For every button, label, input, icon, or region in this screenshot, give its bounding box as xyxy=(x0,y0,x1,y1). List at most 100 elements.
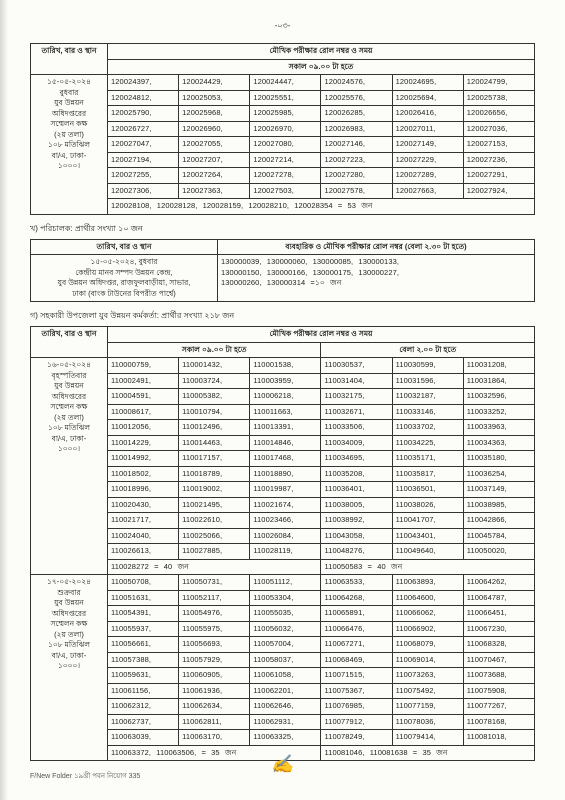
roll-cell: 110065891, xyxy=(321,606,392,622)
roll-cell: 120024812, xyxy=(108,90,179,106)
roll-cell: 110035817, xyxy=(392,466,463,482)
roll-cell: 120027663, xyxy=(392,183,463,199)
roll-cell: 110035208, xyxy=(321,466,392,482)
roll-cell: 110049640, xyxy=(392,544,463,560)
roll-cell: 110079414, xyxy=(392,730,463,746)
roll-cell: 110069014, xyxy=(392,652,463,668)
footer-text: F/New Folder ১৯খ্রী পবন নিয়োগ 335 xyxy=(30,770,140,782)
roll-cell: 110034009, xyxy=(321,435,392,451)
roll-cell: 120027055, xyxy=(179,137,250,153)
roll-cell: 120026656, xyxy=(463,106,534,122)
roll-cell: 110008617, xyxy=(108,404,179,420)
roll-cell: 120024447, xyxy=(250,75,321,91)
roll-cell: 120027229, xyxy=(392,152,463,168)
roll-cell: 110030599, xyxy=(392,358,463,374)
roll-cell: 110004591, xyxy=(108,389,179,405)
roll-cell: 120024576, xyxy=(321,75,392,91)
roll-cell: 110070467, xyxy=(463,652,534,668)
roll-cell: 110000759, xyxy=(108,358,179,374)
exam-table-1: তারিখ, বার ও স্থান মৌখিক পরীক্ষার রোল নম… xyxy=(30,43,535,215)
roll-cell: 110014992, xyxy=(108,451,179,467)
roll-cell: 120026960, xyxy=(179,121,250,137)
t2-head-col1: তারিখ, বার ও স্থান xyxy=(31,239,218,255)
roll-cell: 110033252, xyxy=(463,404,534,420)
exam-table-2: তারিখ, বার ও স্থান ব্যবহারিক ও মৌখিক পরী… xyxy=(30,239,535,303)
roll-cell: 110036254, xyxy=(463,466,534,482)
roll-cell: 110062646, xyxy=(250,699,321,715)
roll-cell: 110067271, xyxy=(321,637,392,653)
roll-cell: 110032671, xyxy=(321,404,392,420)
roll-cell: 110056693, xyxy=(179,637,250,653)
roll-cell: 110075908, xyxy=(463,683,534,699)
roll-cell: 110061936, xyxy=(179,683,250,699)
roll-cell: 120025694, xyxy=(392,90,463,106)
roll-cell: 110059631, xyxy=(108,668,179,684)
t3-head-col1: তারিখ, বার ও স্থান xyxy=(31,327,108,358)
t2-rolls: 130000039, 130000060, 130000085, 1300001… xyxy=(218,255,535,302)
roll-cell: 110018502, xyxy=(108,466,179,482)
roll-cell: 110048276, xyxy=(321,544,392,560)
roll-cell: 110041707, xyxy=(392,513,463,529)
roll-cell: 110020430, xyxy=(108,497,179,513)
roll-cell: 110063039, xyxy=(108,730,179,746)
roll-cell: 110028119, xyxy=(250,544,321,560)
roll-cell: 110066902, xyxy=(392,621,463,637)
roll-cell: 110066451, xyxy=(463,606,534,622)
roll-cell: 110032175, xyxy=(321,389,392,405)
t1-head-col2: মৌখিক পরীক্ষার রোল নম্বর ও সময় xyxy=(108,44,535,60)
roll-cell: 110050708, xyxy=(108,575,179,591)
roll-cell: 110063533, xyxy=(321,575,392,591)
roll-cell: 120027214, xyxy=(250,152,321,168)
roll-cell: 120027289, xyxy=(392,168,463,184)
roll-cell: 110057004, xyxy=(250,637,321,653)
t3-head-sub2: বেলা ২.০০ টা হতে xyxy=(321,342,535,358)
roll-cell: 110078168, xyxy=(463,714,534,730)
roll-cell: 110031404, xyxy=(321,373,392,389)
roll-cell: 110051112, xyxy=(250,575,321,591)
roll-cell: 110017157, xyxy=(179,451,250,467)
roll-cell: 110006218, xyxy=(250,389,321,405)
roll-cell: 110068328, xyxy=(463,637,534,653)
roll-cell: 110026613, xyxy=(108,544,179,560)
roll-cell: 120027363, xyxy=(179,183,250,199)
roll-cell: 120027047, xyxy=(108,137,179,153)
roll-cell: 120026727, xyxy=(108,121,179,137)
roll-cell: 120024429, xyxy=(179,75,250,91)
roll-cell: 110075367, xyxy=(321,683,392,699)
roll-cell: 120026983, xyxy=(321,121,392,137)
roll-cell: 110019002, xyxy=(179,482,250,498)
roll-cell: 110064262, xyxy=(463,575,534,591)
t3-left: ১৭-০৫-২০২৪ শুক্রবার যুব উন্নয়ন অধিদপ্তর… xyxy=(31,575,108,761)
roll-cell: 110057929, xyxy=(179,652,250,668)
t2-left: ১৫-০৫-২০২৪, বুধবার কেন্দ্রীয় মানব সম্পদ… xyxy=(31,255,218,302)
roll-cell: 110031208, xyxy=(463,358,534,374)
roll-cell: 110062931, xyxy=(250,714,321,730)
roll-cell: 110062634, xyxy=(179,699,250,715)
roll-cell: 110058037, xyxy=(250,652,321,668)
roll-cell: 120027207, xyxy=(179,152,250,168)
roll-cell: 110076985, xyxy=(321,699,392,715)
roll-cell: 110064600, xyxy=(392,590,463,606)
roll-cell: 110030537, xyxy=(321,358,392,374)
roll-cell: 120025968, xyxy=(179,106,250,122)
roll-cell: 110012056, xyxy=(108,420,179,436)
roll-cell: 120027278, xyxy=(250,168,321,184)
roll-cell: 120027153, xyxy=(463,137,534,153)
t3-head-col2: মৌখিক পরীক্ষার রোল নম্বর ও সময় xyxy=(108,327,535,343)
roll-cell: 110062201, xyxy=(250,683,321,699)
roll-cell: 120025738, xyxy=(463,90,534,106)
roll-cell: 120025551, xyxy=(250,90,321,106)
roll-cell: 110077159, xyxy=(392,699,463,715)
roll-cell: 110010794, xyxy=(179,404,250,420)
roll-cell: 110052117, xyxy=(179,590,250,606)
t2-head-col2: ব্যবহারিক ও মৌখিক পরীক্ষার রোল নম্বর (বে… xyxy=(218,239,535,255)
roll-cell: 110026084, xyxy=(250,528,321,544)
roll-cell: 110037149, xyxy=(463,482,534,498)
t3-sum-left: 110028272 = 40 জন xyxy=(108,559,321,575)
roll-cell: 110031864, xyxy=(463,373,534,389)
roll-cell: 110036401, xyxy=(321,482,392,498)
roll-cell: 110014463, xyxy=(179,435,250,451)
roll-cell: 110050731, xyxy=(179,575,250,591)
roll-cell: 110056032, xyxy=(250,621,321,637)
roll-cell: 110077267, xyxy=(463,699,534,715)
